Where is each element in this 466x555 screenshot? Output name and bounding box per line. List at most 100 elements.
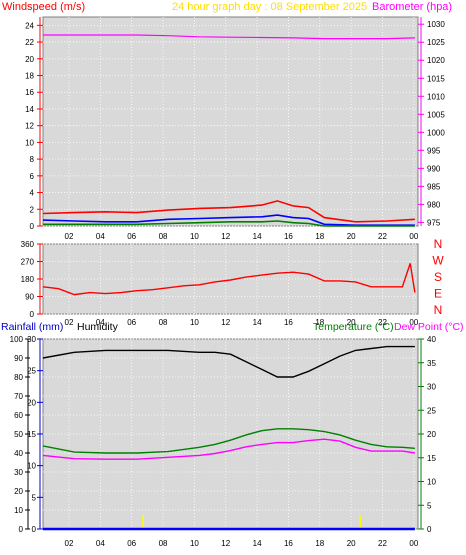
x-tick-label: 14 (253, 232, 262, 241)
rain-tick-label: 20 (27, 398, 36, 407)
temperature-tick-label: 5 (427, 501, 432, 510)
x-tick-label: 22 (378, 232, 387, 241)
temperature-tick-label: 40 (427, 335, 436, 344)
x-tick-label: 20 (347, 539, 356, 548)
x-tick-label: 00 (409, 318, 418, 327)
x-tick-label: 04 (96, 232, 105, 241)
rain-tick-label: 10 (27, 462, 36, 471)
humidity-tick-label: 0 (19, 525, 24, 534)
compass-label: S (434, 270, 442, 284)
rain-tick-label: 0 (32, 525, 37, 534)
series-barometer (43, 34, 415, 40)
barometer-tick-label: 1000 (427, 128, 445, 137)
x-tick-label: 20 (347, 232, 356, 241)
direction-tick-label: 360 (21, 240, 35, 249)
x-tick-label: 16 (284, 232, 293, 241)
x-tick-label: 16 (284, 539, 293, 548)
x-tick-label: 02 (65, 318, 74, 327)
barometer-tick-label: 1025 (427, 38, 445, 47)
x-tick-label: 12 (221, 318, 230, 327)
series-wind-direction (42, 263, 416, 296)
x-tick-label: 10 (190, 232, 199, 241)
windspeed-tick-label: 4 (30, 189, 35, 198)
rain-tick-label: 30 (27, 335, 36, 344)
humidity-tick-label: 30 (14, 468, 23, 477)
compass-label: N (434, 303, 443, 317)
x-tick-label: 20 (347, 318, 356, 327)
barometer-tick-label: 1030 (427, 20, 445, 29)
humidity-tick-label: 100 (10, 335, 24, 344)
windspeed-tick-label: 12 (25, 122, 34, 131)
barometer-tick-label: 1005 (427, 110, 445, 119)
humidity-tick-label: 50 (14, 430, 23, 439)
barometer-title: Barometer (hpa) (372, 1, 452, 13)
barometer-tick-label: 980 (427, 200, 441, 209)
x-tick-label: 12 (221, 232, 230, 241)
windspeed-tick-label: 6 (30, 172, 35, 181)
x-tick-label: 10 (190, 539, 199, 548)
direction-tick-label: 180 (21, 275, 35, 284)
humidity-tick-label: 60 (14, 411, 23, 420)
rain-tick-label: 25 (27, 367, 36, 376)
x-tick-label: 06 (127, 318, 136, 327)
x-tick-label: 02 (65, 232, 74, 241)
humidity-tick-label: 90 (14, 354, 23, 363)
wind-baro-panel (42, 16, 419, 227)
x-tick-label: 02 (65, 539, 74, 548)
x-tick-label: 04 (96, 539, 105, 548)
temperature-tick-label: 10 (427, 478, 436, 487)
x-tick-label: 18 (315, 318, 324, 327)
temperature-tick-label: 20 (427, 430, 436, 439)
temperature-tick-label: 25 (427, 406, 436, 415)
series-temperature (42, 428, 415, 454)
x-tick-label: 16 (284, 318, 293, 327)
humidity-tick-label: 20 (14, 487, 23, 496)
barometer-tick-label: 1020 (427, 56, 445, 65)
temperature-tick-label: 35 (427, 359, 436, 368)
x-tick-label: 00 (409, 539, 418, 548)
x-tick-label: 22 (378, 318, 387, 327)
humidity-tick-label: 40 (14, 449, 23, 458)
x-tick-label: 10 (190, 318, 199, 327)
compass-label: W (432, 254, 444, 268)
x-tick-label: 14 (253, 539, 262, 548)
x-tick-label: 08 (159, 232, 168, 241)
series-dew-point (42, 438, 416, 460)
rain-tick-label: 5 (32, 493, 37, 502)
series-humidity (42, 345, 415, 378)
humidity-tick-label: 70 (14, 392, 23, 401)
temperature-tick-label: 0 (427, 525, 432, 534)
x-tick-label: 18 (315, 232, 324, 241)
x-tick-label: 22 (378, 539, 387, 548)
windspeed-tick-label: 24 (25, 21, 34, 30)
temperature-tick-label: 30 (427, 383, 436, 392)
windspeed-tick-label: 10 (25, 138, 34, 147)
windspeed-tick-label: 22 (25, 38, 34, 47)
rain-tick-label: 15 (27, 430, 36, 439)
dewpoint-title: Dew Point (°C) (394, 321, 464, 333)
barometer-tick-label: 1010 (427, 92, 445, 101)
series-lull (43, 220, 415, 227)
x-tick-label: 12 (221, 539, 230, 548)
series-gust (42, 200, 415, 223)
series-average (42, 214, 415, 226)
x-tick-label: 14 (253, 318, 262, 327)
compass-label: N (434, 237, 443, 251)
windspeed-tick-label: 8 (30, 155, 35, 164)
barometer-tick-label: 990 (427, 164, 441, 173)
humidity-tick-label: 80 (14, 373, 23, 382)
temperature-title: Temperature (°C) (313, 321, 394, 333)
windspeed-title: Windspeed (m/s) (2, 1, 85, 13)
direction-tick-label: 0 (30, 310, 35, 319)
barometer-tick-label: 1015 (427, 74, 445, 83)
windspeed-tick-label: 18 (25, 72, 34, 81)
barometer-tick-label: 995 (427, 146, 441, 155)
windspeed-tick-label: 0 (30, 222, 35, 231)
x-tick-label: 06 (127, 539, 136, 548)
x-tick-label: 08 (159, 318, 168, 327)
windspeed-tick-label: 20 (25, 55, 34, 64)
temperature-tick-label: 15 (427, 454, 436, 463)
x-tick-label: 18 (315, 539, 324, 548)
